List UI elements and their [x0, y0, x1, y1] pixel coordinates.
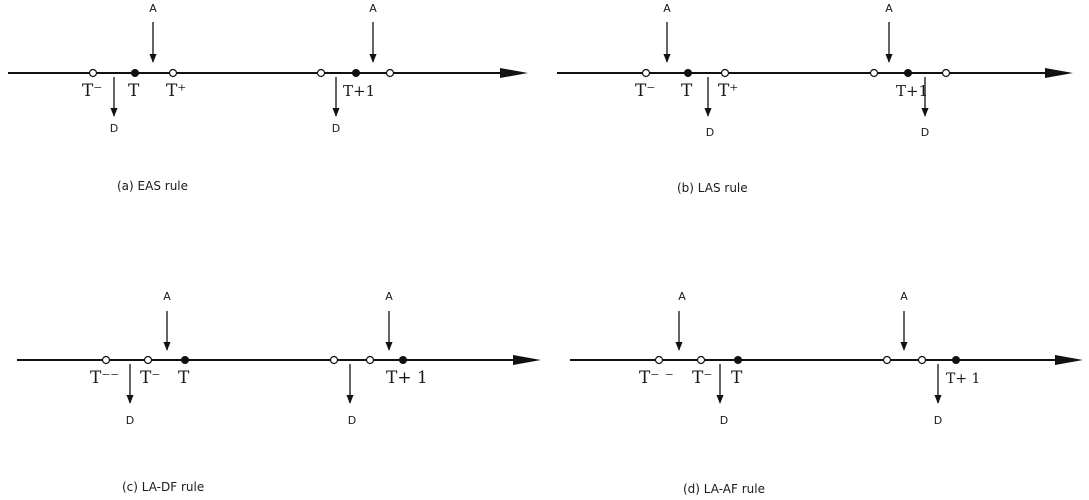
open-time-point [88, 68, 98, 78]
arrival-label: A [369, 2, 377, 15]
filled-time-point [952, 356, 960, 364]
time-label: T [128, 81, 140, 101]
arrival-label: A [385, 290, 393, 303]
open-time-point [316, 68, 326, 78]
panel-caption: (d) LA-AF rule [683, 482, 765, 496]
arrival-label: A [885, 2, 893, 15]
arrival-label: A [663, 2, 671, 15]
time-label: T [731, 368, 743, 388]
time-label: T⁻ ⁻ [639, 368, 674, 388]
departure-label: D [332, 122, 340, 135]
panel-caption: (c) LA-DF rule [122, 480, 204, 494]
filled-time-point [181, 356, 189, 364]
axis-arrowhead [1055, 355, 1083, 365]
panel-caption: (b) LAS rule [677, 181, 748, 195]
time-label: T⁻ [692, 368, 712, 388]
departure-label: D [934, 414, 942, 427]
arrival-label: A [900, 290, 908, 303]
time-label: T⁻ [82, 81, 102, 101]
time-label: T⁻ [635, 81, 655, 101]
open-time-point [917, 355, 927, 365]
open-time-point [143, 355, 153, 365]
arrival-label: A [678, 290, 686, 303]
time-label: T [178, 368, 190, 388]
departure-label: D [126, 414, 134, 427]
time-label: T⁻⁻ [90, 368, 119, 388]
open-time-point [641, 68, 651, 78]
filled-time-point [734, 356, 742, 364]
open-time-point [720, 68, 730, 78]
panel-d-la-af: A A D D T⁻ ⁻ T⁻ T T+ 1 (d) LA-AF rule [570, 290, 1083, 496]
open-time-point [385, 68, 395, 78]
open-time-point [101, 355, 111, 365]
open-time-point [696, 355, 706, 365]
axis-arrowhead [513, 355, 541, 365]
panel-c-la-df: A A D D T⁻⁻ T⁻ T T+ 1 (c) LA-DF rule [17, 290, 541, 494]
time-label: T [681, 81, 693, 101]
open-time-point [941, 68, 951, 78]
departure-label: D [921, 126, 929, 139]
open-time-point [168, 68, 178, 78]
time-label: T⁻ [140, 368, 160, 388]
open-time-point [869, 68, 879, 78]
panel-a-eas: A A D D T⁻ T T⁺ T+1 (a) EAS rule [8, 2, 528, 193]
open-time-point [365, 355, 375, 365]
open-time-point [654, 355, 664, 365]
time-label: T+ 1 [946, 371, 980, 387]
axis-arrowhead [1045, 68, 1073, 78]
departure-label: D [720, 414, 728, 427]
arrival-label: A [163, 290, 171, 303]
time-label: T⁺ [718, 81, 738, 101]
filled-time-point [904, 69, 912, 77]
departure-label: D [110, 122, 118, 135]
open-time-point [882, 355, 892, 365]
arrival-label: A [149, 2, 157, 15]
time-label: T+1 [896, 82, 928, 100]
time-label: T⁺ [166, 81, 186, 101]
panel-b-las: A A D D T⁻ T T⁺ T+1 (b) LAS rule [557, 2, 1073, 195]
filled-time-point [684, 69, 692, 77]
time-label: T+1 [343, 82, 375, 100]
filled-time-point [399, 356, 407, 364]
axis-arrowhead [500, 68, 528, 78]
departure-label: D [348, 414, 356, 427]
open-time-point [329, 355, 339, 365]
panel-caption: (a) EAS rule [117, 179, 188, 193]
time-label: T+ 1 [386, 368, 428, 388]
filled-time-point [352, 69, 360, 77]
departure-label: D [706, 126, 714, 139]
filled-time-point [131, 69, 139, 77]
